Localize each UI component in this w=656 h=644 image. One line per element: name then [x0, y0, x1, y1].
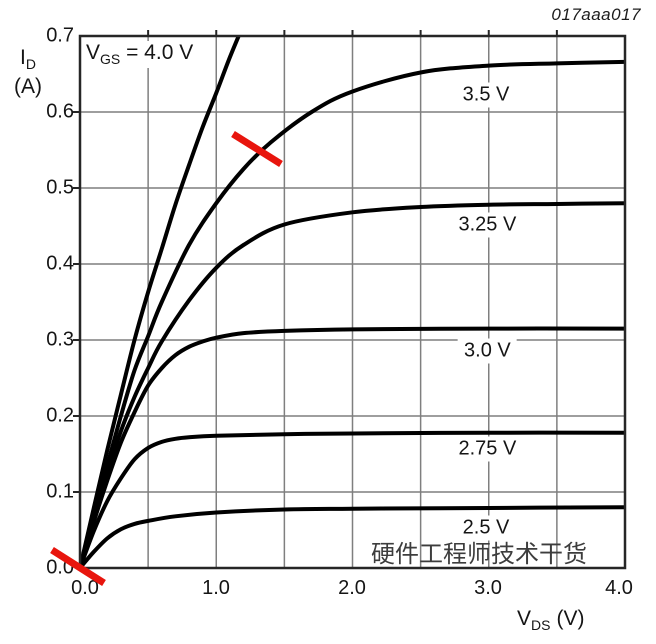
x-tick-3.0: 3.0: [474, 577, 502, 599]
watermark-text: 硬件工程师技术干货: [371, 541, 587, 568]
x-tick-1.0: 1.0: [202, 577, 230, 599]
x-tick-4.0: 4.0: [605, 577, 633, 599]
curves-group: [80, 36, 625, 568]
y-axis-subscript: D: [25, 56, 36, 73]
y-tick-0.4: 0.4: [46, 252, 74, 275]
curve-label-3.0V: 3.0 V: [458, 338, 517, 364]
red-annotation-mark: [231, 131, 283, 167]
curve-VGS=3.0V: [80, 326, 625, 568]
y-axis-title: ID (A): [4, 44, 52, 101]
x-axis-unit: (V): [556, 607, 585, 630]
plot-border: [78, 34, 627, 570]
grid-group: [80, 36, 625, 568]
curve-VGS=4.0V: [80, 36, 241, 568]
vgs-subscript: GS: [100, 51, 121, 68]
y-tick-0.7: 0.7: [46, 24, 74, 47]
curve-VGS=2.75V: [80, 430, 625, 568]
curve-VGS=3.5V: [80, 59, 625, 568]
y-tick-0.3: 0.3: [46, 328, 74, 351]
x-axis-subscript: DS: [531, 617, 551, 634]
vgs-value: = 4.0 V: [120, 41, 194, 64]
curve-label-2.75V: 2.75 V: [452, 436, 523, 462]
vgs-symbol: V: [86, 41, 101, 64]
curve-label-2.5V: 2.5 V: [456, 515, 516, 541]
x-tick-0.0: 0.0: [71, 577, 99, 599]
curve-VGS=3.25V: [80, 201, 625, 568]
curve-label-3.5V: 3.5 V: [456, 82, 516, 108]
figure-id: 017aaa017: [551, 5, 641, 24]
vgs-curve-label: VGS = 4.0 V: [84, 41, 198, 69]
y-tick-0.2: 0.2: [46, 404, 74, 427]
y-tick-0.6: 0.6: [46, 100, 74, 123]
curve-VGS=2.5V: [80, 505, 625, 568]
x-tick-2.0: 2.0: [338, 577, 366, 599]
red-annotation-mark: [50, 547, 106, 586]
y-axis-unit: (A): [14, 75, 42, 99]
curve-label-3.25V: 3.25 V: [452, 212, 523, 238]
x-axis-symbol: V: [517, 607, 532, 630]
y-axis-symbol: I: [20, 46, 26, 69]
y-tick-0.5: 0.5: [46, 176, 74, 199]
x-axis-title: VDS (V): [517, 607, 584, 633]
y-tick-0.1: 0.1: [46, 480, 74, 503]
